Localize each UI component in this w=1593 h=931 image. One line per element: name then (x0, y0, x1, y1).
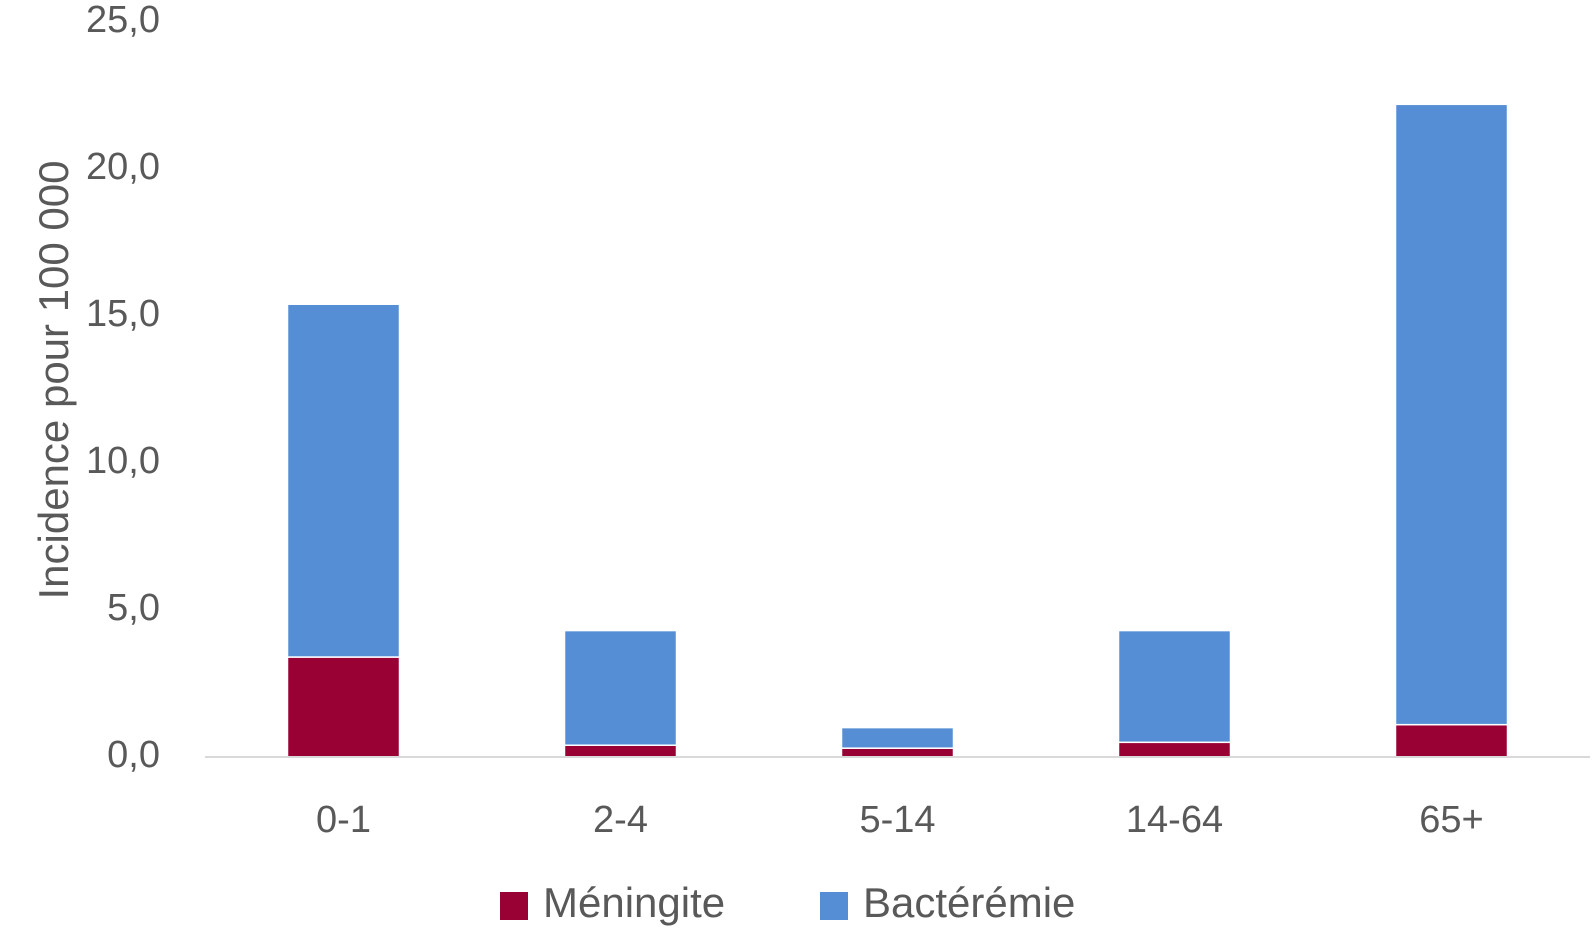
plot-area (286, 103, 1509, 758)
bar-segment-bacteremie (563, 629, 678, 746)
y-tick-label: 5,0 (107, 587, 160, 629)
x-tick-label: 0-1 (316, 799, 371, 841)
y-tick-label: 20,0 (86, 146, 160, 188)
legend-swatch-bacteremie (820, 892, 848, 920)
x-axis: 0-1 2-4 5-14 14-64 65+ (316, 799, 1484, 841)
y-tick-label: 0,0 (107, 734, 160, 776)
bar-segment-meningite (1117, 741, 1232, 758)
bar-segment-meningite (286, 656, 401, 758)
x-tick-label: 5-14 (859, 799, 935, 841)
y-tick-label: 25,0 (86, 0, 160, 41)
legend-swatch-meningite (500, 892, 528, 920)
legend-label-meningite: Méningite (543, 879, 725, 926)
y-axis: 0,0 5,0 10,0 15,0 20,0 25,0 (86, 0, 160, 776)
x-tick-label: 2-4 (593, 799, 648, 841)
y-tick-label: 10,0 (86, 440, 160, 482)
bar-segment-meningite (563, 744, 678, 758)
bar-segment-meningite (1394, 723, 1509, 758)
x-tick-label: 65+ (1419, 799, 1483, 841)
bar-segment-meningite (840, 747, 955, 758)
y-axis-title: Incidence pour 100 000 (30, 160, 77, 599)
bar-segment-bacteremie (286, 303, 401, 658)
y-tick-label: 15,0 (86, 293, 160, 335)
bar-segment-bacteremie (1117, 629, 1232, 744)
legend: Méningite Bactérémie (500, 879, 1075, 926)
x-tick-label: 14-64 (1126, 799, 1223, 841)
bar-segment-bacteremie (1394, 103, 1509, 726)
bar-segment-bacteremie (840, 726, 955, 749)
legend-label-bacteremie: Bactérémie (863, 879, 1075, 926)
